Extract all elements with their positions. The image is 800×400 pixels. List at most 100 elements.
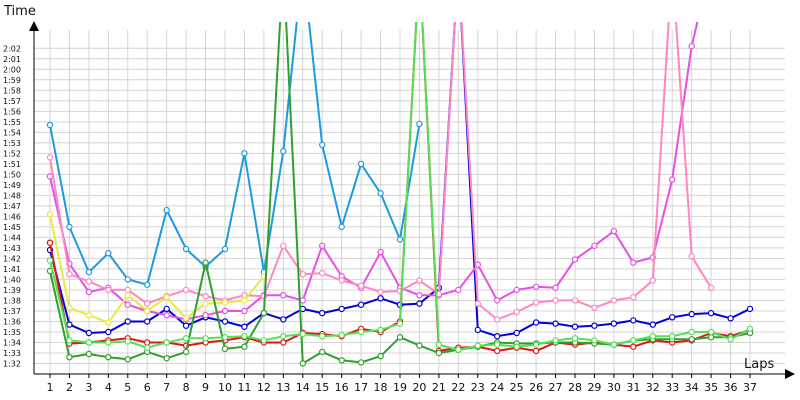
data-point <box>85 350 93 358</box>
data-point <box>163 305 170 313</box>
x-tick-label: 13 <box>276 381 290 394</box>
data-point <box>143 318 151 325</box>
data-point <box>610 227 618 235</box>
data-point <box>260 309 268 317</box>
data-point <box>85 329 93 337</box>
data-point <box>85 312 93 319</box>
y-axis-arrow <box>29 21 39 31</box>
x-tick-label: 4 <box>105 381 112 394</box>
data-point <box>396 236 404 243</box>
x-tick-label: 3 <box>85 381 92 394</box>
data-point <box>688 253 695 260</box>
x-tick-label: 34 <box>685 381 699 394</box>
data-point <box>124 286 132 294</box>
y-tick-label: 1:44 <box>3 233 21 242</box>
data-point <box>241 323 248 330</box>
y-tick-label: 1:38 <box>3 296 21 305</box>
data-point <box>280 147 287 155</box>
data-point <box>649 321 657 328</box>
x-tick-label: 22 <box>451 381 465 394</box>
data-point <box>280 316 287 323</box>
data-point <box>338 305 345 313</box>
data-point <box>377 248 384 256</box>
data-point <box>163 355 170 362</box>
x-tick-label: 23 <box>471 381 485 394</box>
data-point <box>85 268 93 276</box>
data-point <box>202 259 209 266</box>
tick-labels: 1:321:33 1:341:35 1:361:37 1:381:39 1:401:41… <box>3 44 757 394</box>
x-tick-label: 8 <box>183 381 190 394</box>
data-point <box>571 323 579 330</box>
data-point <box>143 307 151 315</box>
data-point <box>105 328 112 336</box>
data-point <box>610 320 618 327</box>
x-tick-label: 32 <box>646 381 660 394</box>
data-point <box>727 336 734 343</box>
data-point <box>221 334 229 341</box>
x-tick-label: 14 <box>296 381 310 394</box>
y-tick-label: 1:59 <box>3 76 21 85</box>
y-tick-label: 1:34 <box>3 338 21 347</box>
data-point <box>105 249 112 257</box>
data-point <box>221 307 229 315</box>
data-point <box>513 286 520 294</box>
data-point <box>552 284 559 291</box>
data-point <box>649 333 657 340</box>
data-point <box>435 341 443 348</box>
data-point <box>66 321 73 328</box>
data-point <box>494 347 501 355</box>
data-point <box>46 239 54 246</box>
data-point <box>377 295 384 302</box>
data-point <box>338 331 345 339</box>
x-tick-label: 15 <box>315 381 329 394</box>
x-tick-label: 6 <box>144 381 151 394</box>
axes <box>29 21 795 379</box>
data-point <box>143 300 151 307</box>
x-tick-label: 29 <box>587 381 601 394</box>
data-point <box>124 276 132 283</box>
data-point <box>105 354 112 361</box>
data-point <box>319 333 326 340</box>
x-tick-label: 28 <box>568 381 582 394</box>
x-tick-label: 18 <box>374 381 388 394</box>
x-axis-arrow <box>785 369 795 379</box>
y-tick-label: 1:48 <box>3 191 21 200</box>
x-tick-label: 1 <box>47 381 54 394</box>
data-point <box>435 349 443 357</box>
x-tick-label: 33 <box>665 381 679 394</box>
y-tick-label: 1:39 <box>3 286 21 295</box>
data-point <box>474 300 481 307</box>
x-tick-label: 11 <box>237 381 251 394</box>
data-point <box>221 318 229 325</box>
data-point <box>319 269 326 277</box>
x-tick-label: 12 <box>257 381 271 394</box>
data-point <box>377 190 384 197</box>
data-point <box>707 309 715 317</box>
data-point <box>241 307 248 315</box>
data-point <box>241 333 248 340</box>
data-point <box>630 317 637 324</box>
data-point <box>105 339 112 346</box>
series-8 <box>46 22 754 353</box>
data-point <box>105 319 112 326</box>
data-point <box>552 297 559 304</box>
data-point <box>532 341 540 348</box>
data-point <box>124 338 132 345</box>
data-point <box>455 286 462 294</box>
y-tick-label: 1:57 <box>3 97 21 106</box>
series-4 <box>46 22 715 323</box>
series-line <box>49 214 265 324</box>
y-tick-label: 1:51 <box>3 160 21 169</box>
series-layer <box>46 22 754 367</box>
data-point <box>124 292 132 299</box>
x-tick-label: 35 <box>704 381 718 394</box>
data-point <box>688 336 695 343</box>
x-tick-label: 26 <box>529 381 543 394</box>
y-tick-label: 2:00 <box>3 65 21 74</box>
data-point <box>474 342 481 349</box>
data-point <box>202 300 209 307</box>
data-point <box>319 242 326 249</box>
data-point <box>416 300 423 307</box>
